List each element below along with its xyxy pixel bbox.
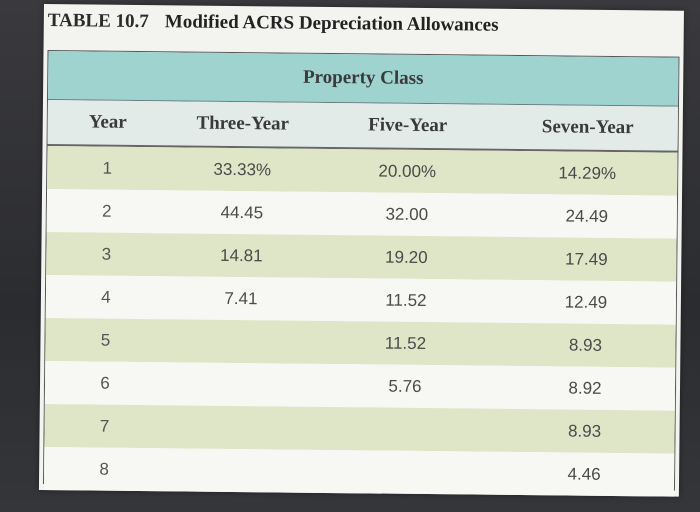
textbook-page: TABLE 10.7 Modified ACRS Depreciation All… [38,4,684,497]
cell-five-year [314,471,494,473]
cell-seven-year: 14.29% [558,162,617,183]
cell-seven-year: 17.49 [564,248,608,269]
table-row: 5 11.52 8.93 [45,318,676,368]
cell-year: 4 [101,287,111,307]
cell-seven-year: 4.46 [567,464,601,484]
cell-five-year [315,428,495,430]
column-header-seven-year: Seven-Year [541,116,634,139]
cell-three-year: 14.81 [220,245,263,265]
table-row: 4 7.41 11.52 12.49 [45,275,677,325]
cell-five-year: 5.76 [388,376,422,396]
cell-year: 7 [99,416,110,436]
cell-seven-year: 8.93 [568,335,603,355]
cell-three-year: 44.45 [220,202,264,222]
column-header-three-year: Three-Year [196,112,290,135]
cell-year: 6 [100,373,110,393]
cell-year: 3 [101,244,112,264]
column-header-year: Year [88,111,127,133]
cell-three-year [165,427,315,429]
cell-three-year: 7.41 [224,288,258,308]
cell-seven-year: 8.92 [568,378,602,398]
cell-seven-year: 8.93 [567,421,602,441]
table-row: 2 44.45 32.00 24.49 [46,189,678,239]
cell-year: 8 [99,459,109,479]
depreciation-table: Property Class Year Three-Year Five-Year… [42,50,680,497]
table-row: 7 8.93 [44,404,675,454]
cell-seven-year: 24.49 [565,205,609,226]
cell-five-year: 20.00% [378,161,437,181]
cell-three-year [165,341,315,343]
cell-year: 5 [100,330,111,350]
cell-seven-year: 12.49 [564,291,608,312]
table-row: 1 33.33% 20.00% 14.29% [47,146,678,196]
cell-year: 1 [102,158,113,178]
cell-five-year: 11.52 [384,333,427,353]
table-title: TABLE 10.7 Modified ACRS Depreciation All… [48,10,499,37]
cell-five-year: 11.52 [385,290,427,310]
cell-year: 2 [102,201,112,221]
property-class-header: Property Class [47,51,679,107]
table-number: TABLE 10.7 [47,10,149,33]
column-header-five-year: Five-Year [368,114,448,137]
cell-five-year: 32.00 [385,204,429,224]
table-row: 6 5.76 8.92 [44,361,676,411]
cell-three-year: 33.33% [213,159,272,179]
cell-three-year [164,470,314,472]
column-header-row: Year Three-Year Five-Year Seven-Year [47,100,678,153]
cell-five-year: 19.20 [384,247,428,267]
table-row: 8 4.46 [43,447,675,497]
table-caption: Modified ACRS Depreciation Allowances [164,11,499,36]
cell-three-year [165,384,315,386]
table-row: 3 14.81 19.20 17.49 [46,232,677,282]
